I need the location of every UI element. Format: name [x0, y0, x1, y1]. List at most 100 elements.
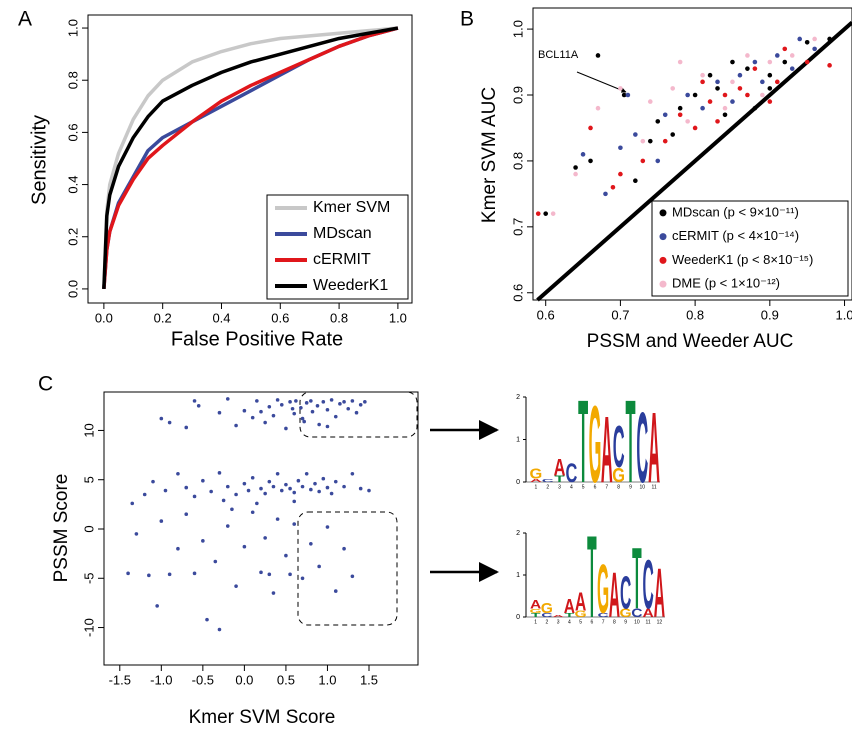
x-axis-title: False Positive Rate	[171, 328, 343, 350]
point	[722, 92, 728, 98]
point	[677, 59, 683, 65]
point	[284, 553, 288, 558]
point	[346, 406, 351, 411]
point	[715, 86, 720, 91]
x-tick-label: 1.0	[318, 672, 336, 687]
logo-letter: A	[530, 478, 542, 483]
point	[292, 490, 297, 495]
point	[325, 424, 330, 429]
point	[573, 171, 578, 177]
point	[225, 397, 230, 401]
point	[333, 414, 338, 419]
y-tick-label: 0.0	[65, 280, 80, 298]
point	[259, 409, 263, 414]
point	[812, 36, 817, 42]
point	[315, 403, 320, 408]
point	[580, 152, 586, 157]
point	[618, 145, 623, 151]
logo-letter: T	[625, 376, 635, 508]
x-tick-label: 1.5	[360, 672, 378, 687]
logo-letter: A	[564, 595, 575, 617]
point	[640, 158, 646, 164]
point	[692, 92, 698, 98]
point	[192, 571, 197, 576]
logo-letter: A	[530, 598, 541, 611]
logo-letter: C	[542, 478, 554, 483]
point	[543, 211, 549, 216]
point	[155, 604, 159, 608]
point	[730, 59, 735, 65]
point	[288, 572, 292, 577]
point	[284, 482, 288, 487]
logo-letter: T	[555, 474, 565, 484]
point	[304, 472, 309, 476]
point	[259, 570, 263, 575]
point	[134, 532, 139, 536]
point	[358, 403, 363, 407]
logo-letter: G	[530, 466, 543, 482]
point	[655, 119, 661, 124]
point	[329, 491, 334, 496]
point	[292, 499, 297, 504]
legend-box	[651, 200, 849, 297]
point	[774, 79, 780, 85]
y-tick-label: 0.9	[510, 86, 525, 104]
point	[321, 400, 326, 404]
point	[317, 564, 321, 569]
point	[767, 72, 773, 78]
point	[670, 132, 676, 137]
y-tick-label: 2	[516, 394, 520, 401]
position-label: 4	[570, 484, 573, 490]
point	[354, 410, 359, 415]
point	[715, 119, 720, 124]
point	[700, 105, 705, 111]
point	[263, 536, 267, 540]
point	[225, 484, 230, 489]
point	[275, 472, 280, 476]
point	[722, 105, 728, 111]
y-tick-label: 0.6	[510, 284, 525, 302]
point	[730, 99, 735, 104]
logo-letter: C	[613, 415, 625, 480]
point	[151, 479, 155, 484]
point	[290, 406, 295, 411]
position-label: 3	[558, 484, 561, 490]
x-tick-label: 0.9	[761, 307, 779, 322]
identity-line	[536, 21, 852, 302]
x-tick-label: 0.7	[611, 307, 629, 322]
y-tick-label: 1	[516, 436, 520, 443]
point	[300, 484, 305, 489]
logo-letter: G	[575, 609, 587, 619]
point	[707, 99, 713, 104]
panel-label: B	[460, 8, 474, 31]
logo-letter: G	[530, 608, 542, 614]
point	[317, 422, 321, 427]
roc-line	[102, 26, 399, 289]
logo-letter: C	[642, 545, 653, 624]
point	[774, 53, 780, 58]
x-tick-label: 0.0	[95, 310, 113, 325]
logo-letter: G	[589, 383, 602, 506]
point	[588, 158, 593, 164]
point	[647, 138, 653, 144]
x-tick-label: 0.2	[154, 310, 172, 325]
y-axis-title: PSSM Score	[51, 474, 72, 583]
point	[234, 584, 238, 588]
point	[263, 420, 267, 425]
point	[550, 211, 556, 216]
point	[752, 59, 758, 65]
y-tick-label: -5	[81, 572, 96, 584]
point	[827, 36, 832, 42]
point	[338, 402, 342, 406]
point	[309, 399, 313, 403]
x-axis-title: Kmer SVM Score	[189, 707, 336, 728]
point	[325, 525, 330, 529]
point	[633, 132, 638, 137]
x-tick-label: 0.0	[235, 672, 253, 687]
point	[300, 416, 305, 421]
position-label: 6	[590, 619, 593, 625]
point	[242, 408, 247, 413]
point	[163, 488, 168, 493]
point	[647, 99, 653, 104]
position-label: 11	[646, 619, 651, 625]
